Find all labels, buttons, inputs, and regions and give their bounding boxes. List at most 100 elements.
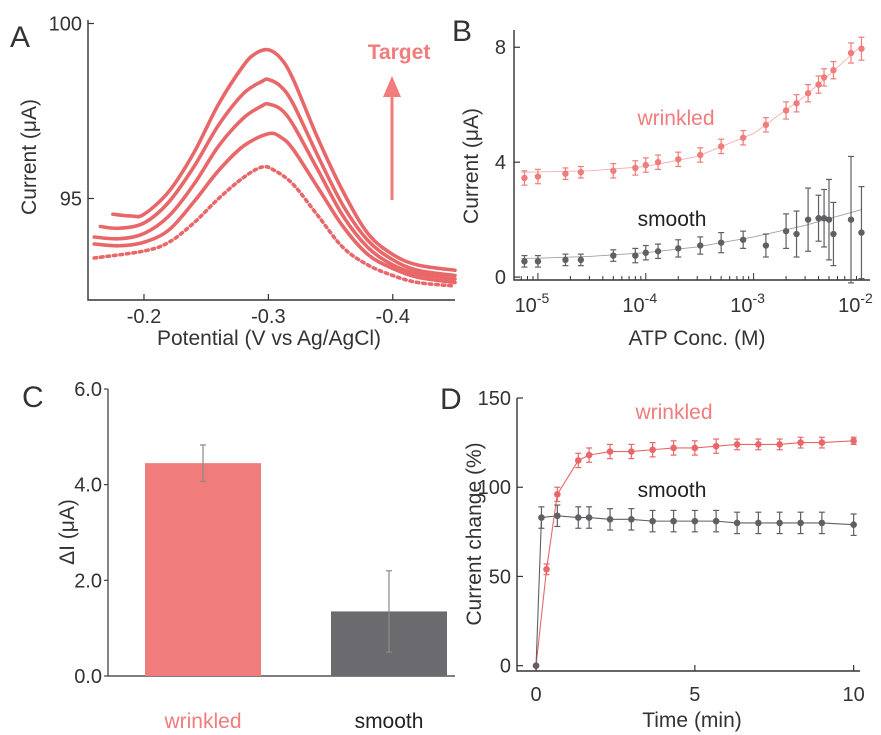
panel-d-point-wrinkled	[649, 446, 656, 454]
panel-b-point-wrinkled	[632, 164, 639, 172]
panel-b-point-wrinkled	[562, 170, 569, 177]
panel-b-point-smooth	[847, 216, 855, 223]
panel-d-point-wrinkled	[850, 437, 857, 445]
panel-c: 0.0 2.0 4.0 6.0 wrinkled smooth ΔI (μA)	[56, 379, 455, 733]
panel-b-point-smooth	[577, 256, 585, 264]
panel-b-point-smooth	[521, 258, 528, 265]
panel-b-point-smooth	[654, 248, 662, 255]
panel-d-point-wrinkled	[554, 491, 561, 498]
panel-b-point-wrinkled	[858, 45, 865, 52]
panel-a-x-tick-label: -0.2	[127, 306, 161, 328]
panel-b-point-smooth	[675, 245, 682, 252]
panel-d-point-wrinkled	[712, 442, 720, 450]
panel-d-point-smooth	[776, 519, 783, 527]
panel-d-point-smooth	[691, 517, 699, 525]
panel-a-voltammogram-4	[111, 47, 457, 273]
panel-d-plot-area: 0 50 100 150 0 5 10	[478, 388, 865, 706]
panel-d-point-wrinkled	[585, 451, 593, 459]
panel-c-y-axis-label: ΔI (μA)	[56, 499, 79, 565]
panel-b-point-smooth	[782, 227, 790, 235]
panel-b-point-wrinkled	[782, 107, 790, 114]
panel-c-bar-wrinkled	[145, 463, 261, 676]
panel-b-point-wrinkled	[815, 81, 822, 88]
panel-d-point-wrinkled	[776, 441, 783, 448]
panel-b-point-smooth	[610, 252, 617, 259]
panel-b-y-tick-label: 0	[495, 267, 506, 289]
panel-b-label-wrinkled: wrinkled	[636, 107, 714, 130]
panel-d-point-smooth	[532, 662, 540, 669]
panel-d-x-tick-label: 10	[843, 684, 865, 706]
panel-a-target-annotation: Target	[368, 41, 431, 64]
panel-d-point-wrinkled	[574, 457, 582, 464]
panel-b-point-smooth	[632, 252, 639, 259]
panel-c-plot-area: 0.0 2.0 4.0 6.0 wrinkled smooth	[74, 379, 455, 733]
panel-d-y-tick-label: 100	[478, 477, 511, 499]
panel-b-point-wrinkled	[610, 167, 617, 175]
panel-b-x-axis-label: ATP Conc. (M)	[629, 327, 766, 350]
panel-d-label-smooth: smooth	[638, 479, 707, 502]
panel-d-x-tick-label: 5	[689, 684, 700, 706]
panel-b-point-smooth	[534, 258, 542, 265]
panel-d-point-smooth	[606, 516, 614, 523]
panel-d-label-wrinkled: wrinkled	[634, 401, 712, 424]
panel-d-x-axis-label: Time (min)	[642, 709, 742, 732]
panel-d-point-smooth	[554, 512, 561, 520]
panel-b-point-wrinkled	[820, 74, 828, 81]
panel-b-point-smooth	[804, 216, 812, 223]
panel-d-y-tick-label: 0	[500, 656, 511, 678]
panel-a-voltammogram-3	[98, 77, 457, 278]
panel-c-y-tick-label: 2.0	[74, 570, 102, 592]
panel-b-point-wrinkled	[577, 169, 585, 176]
panel-b-point-wrinkled	[521, 174, 528, 182]
panel-b-plot-area: 0 4 8 10-5 10-4 10-3 10-2	[495, 30, 873, 317]
panel-b-label-smooth: smooth	[638, 208, 707, 231]
panel-d-point-wrinkled	[797, 439, 804, 446]
panel-d-point-wrinkled	[691, 444, 699, 452]
panel-b-point-smooth	[697, 242, 704, 249]
panel-b-point-wrinkled	[830, 67, 837, 74]
panel-b-x-tick-label: 10-4	[622, 290, 657, 317]
panel-b-point-smooth	[858, 229, 865, 236]
panel-d-point-smooth	[670, 517, 677, 525]
panel-d-point-smooth	[755, 519, 762, 527]
panel-b-point-smooth	[825, 216, 833, 223]
panel-b-y-tick-label: 8	[495, 37, 506, 59]
panel-b-point-smooth	[562, 256, 569, 264]
panel-a-y-tick-label: 100	[49, 14, 82, 36]
panel-d-point-smooth	[733, 519, 741, 527]
panel-d-y-tick-label: 50	[489, 566, 511, 588]
panel-d: 0 50 100 150 0 5 10 Time (min) Current change …	[463, 388, 865, 732]
panel-c-y-tick-label: 0.0	[74, 666, 102, 688]
panel-b-point-smooth	[642, 249, 649, 256]
panel-b-x-tick-label: 10-5	[515, 290, 550, 317]
panel-b-point-smooth	[739, 236, 747, 243]
panel-d-point-smooth	[538, 514, 545, 521]
panel-b: 0 4 8 10-5 10-4 10-3 10-2 ATP Conc. (M) Curren…	[460, 30, 873, 350]
panel-d-point-wrinkled	[670, 444, 677, 452]
panel-label-c: C	[22, 381, 44, 414]
panel-a-target-arrow	[383, 76, 401, 200]
panel-label-b: B	[452, 15, 472, 48]
panel-d-point-smooth	[574, 514, 582, 521]
panel-b-point-smooth	[820, 215, 828, 222]
panel-b-point-wrinkled	[717, 143, 725, 150]
panel-c-y-tick-label: 4.0	[74, 475, 102, 497]
panel-d-point-smooth	[797, 519, 804, 527]
panel-b-point-smooth	[793, 230, 800, 238]
panel-label-d: D	[440, 383, 462, 416]
panel-b-point-wrinkled	[534, 173, 542, 180]
panel-b-x-tick-label: 10-2	[838, 290, 873, 317]
panel-a-voltammogram-0	[92, 164, 457, 288]
panel-d-point-smooth	[585, 514, 593, 521]
panel-d-point-wrinkled	[733, 441, 741, 448]
panel-b-point-wrinkled	[793, 100, 800, 107]
panel-b-point-wrinkled	[847, 49, 855, 57]
panel-d-point-wrinkled	[606, 448, 614, 455]
panel-b-y-tick-label: 4	[495, 152, 506, 174]
panel-b-point-smooth	[762, 242, 770, 249]
panel-b-x-tick-label: 10-3	[730, 290, 765, 317]
panel-d-point-smooth	[628, 516, 635, 523]
panel-d-line-wrinkled	[535, 440, 854, 666]
panel-d-axes	[516, 398, 860, 672]
panel-a-y-axis-label: Current (μA)	[18, 99, 41, 215]
